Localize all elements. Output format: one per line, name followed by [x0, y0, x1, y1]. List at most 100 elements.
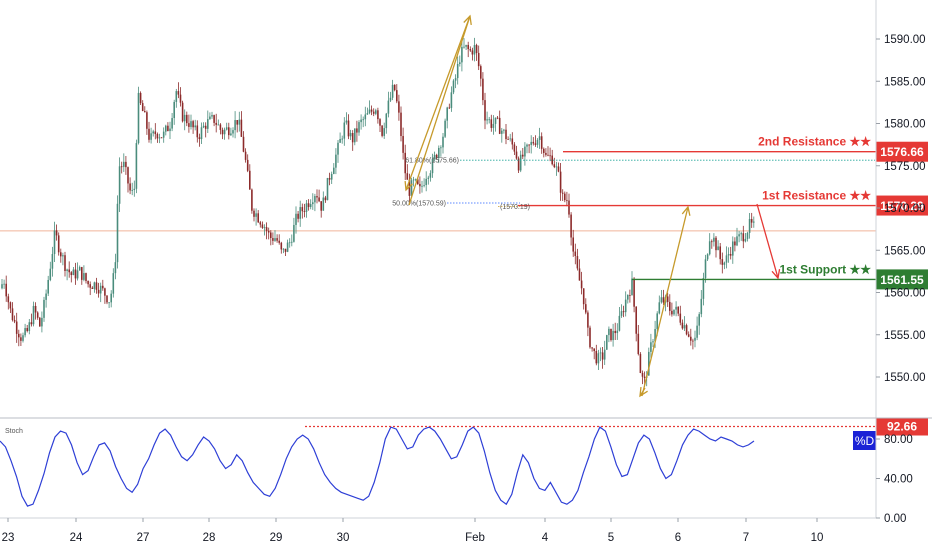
candle-body [160, 137, 163, 139]
candle [127, 166, 129, 193]
candle-body [727, 254, 730, 256]
candle-body [349, 133, 352, 137]
candle [606, 334, 608, 350]
candle-body [324, 197, 327, 201]
candle [669, 294, 671, 316]
candle-body [150, 133, 152, 140]
candle-body [465, 44, 467, 47]
candle-body [482, 78, 484, 101]
candle [351, 130, 354, 151]
candle [444, 118, 446, 139]
candle-body [34, 305, 37, 313]
candle-body [446, 107, 448, 121]
candle-body [624, 299, 627, 313]
candle [39, 316, 41, 327]
candle-body [267, 230, 270, 233]
candle [278, 234, 280, 245]
candle [141, 100, 144, 112]
candle [13, 315, 16, 324]
candle [83, 265, 85, 282]
candle-body [614, 330, 616, 334]
candle [356, 120, 358, 142]
candle [22, 332, 24, 343]
candle [467, 41, 469, 58]
candle [729, 246, 732, 260]
candle [322, 191, 325, 211]
candle-body [364, 114, 367, 120]
candle-body [11, 308, 14, 321]
candle-body [213, 115, 215, 123]
candle [704, 254, 707, 283]
candle [219, 123, 222, 135]
candle-body [578, 268, 581, 281]
candle [309, 199, 312, 210]
candle [158, 133, 161, 144]
candle [36, 311, 39, 320]
candle [234, 111, 236, 139]
candle [272, 232, 274, 245]
candle-body [396, 90, 398, 102]
candle-body [322, 197, 325, 211]
candle-body [400, 112, 402, 137]
candle [64, 251, 66, 277]
candle [47, 275, 49, 297]
candle [627, 294, 629, 304]
candle-body [440, 147, 442, 149]
candle [454, 74, 457, 89]
candle-body [89, 284, 91, 288]
candle [492, 115, 495, 135]
candle [532, 137, 535, 146]
candle-body [253, 210, 255, 217]
candle-body [255, 213, 257, 217]
candle [330, 171, 333, 184]
candle [312, 193, 314, 210]
candle-body [194, 125, 196, 128]
candle-body [144, 111, 146, 113]
candle-body [93, 282, 96, 289]
candle-body [232, 130, 234, 134]
candle [715, 236, 717, 258]
candle [370, 105, 373, 116]
candle-body [444, 120, 446, 137]
candle-body [148, 128, 150, 140]
candle-body [729, 254, 732, 256]
candle-body [135, 143, 138, 189]
candle [7, 293, 10, 310]
candle-body [72, 269, 75, 276]
candle-body [13, 320, 16, 322]
candle-body [433, 154, 436, 159]
candle-body [179, 94, 182, 103]
candle [433, 151, 436, 162]
candle-body [60, 252, 62, 257]
candle-body [612, 330, 614, 341]
candle-body [572, 237, 574, 252]
candle-body [200, 127, 203, 140]
candle [337, 139, 339, 163]
level-price-tag [876, 269, 928, 290]
candle-body [309, 204, 312, 208]
stoch-series-tag [853, 431, 876, 450]
candle-body [459, 62, 461, 64]
candle-body [389, 97, 392, 101]
candle [326, 177, 329, 201]
candle-body [198, 137, 201, 140]
candle [251, 188, 253, 214]
candle-body [532, 141, 535, 144]
candle-body [683, 325, 686, 329]
down-arrow-left [404, 15, 471, 192]
candle [566, 191, 568, 207]
candle-body [599, 352, 602, 354]
candle [217, 119, 220, 126]
candle [517, 156, 520, 173]
candle-body [326, 178, 329, 201]
candle [66, 268, 68, 281]
candle [198, 133, 201, 147]
candle-body [51, 254, 54, 269]
candle [246, 154, 249, 173]
candle [702, 272, 705, 306]
up-arrow-left-shaft [408, 15, 471, 206]
candle [333, 163, 335, 175]
candle [162, 127, 165, 143]
